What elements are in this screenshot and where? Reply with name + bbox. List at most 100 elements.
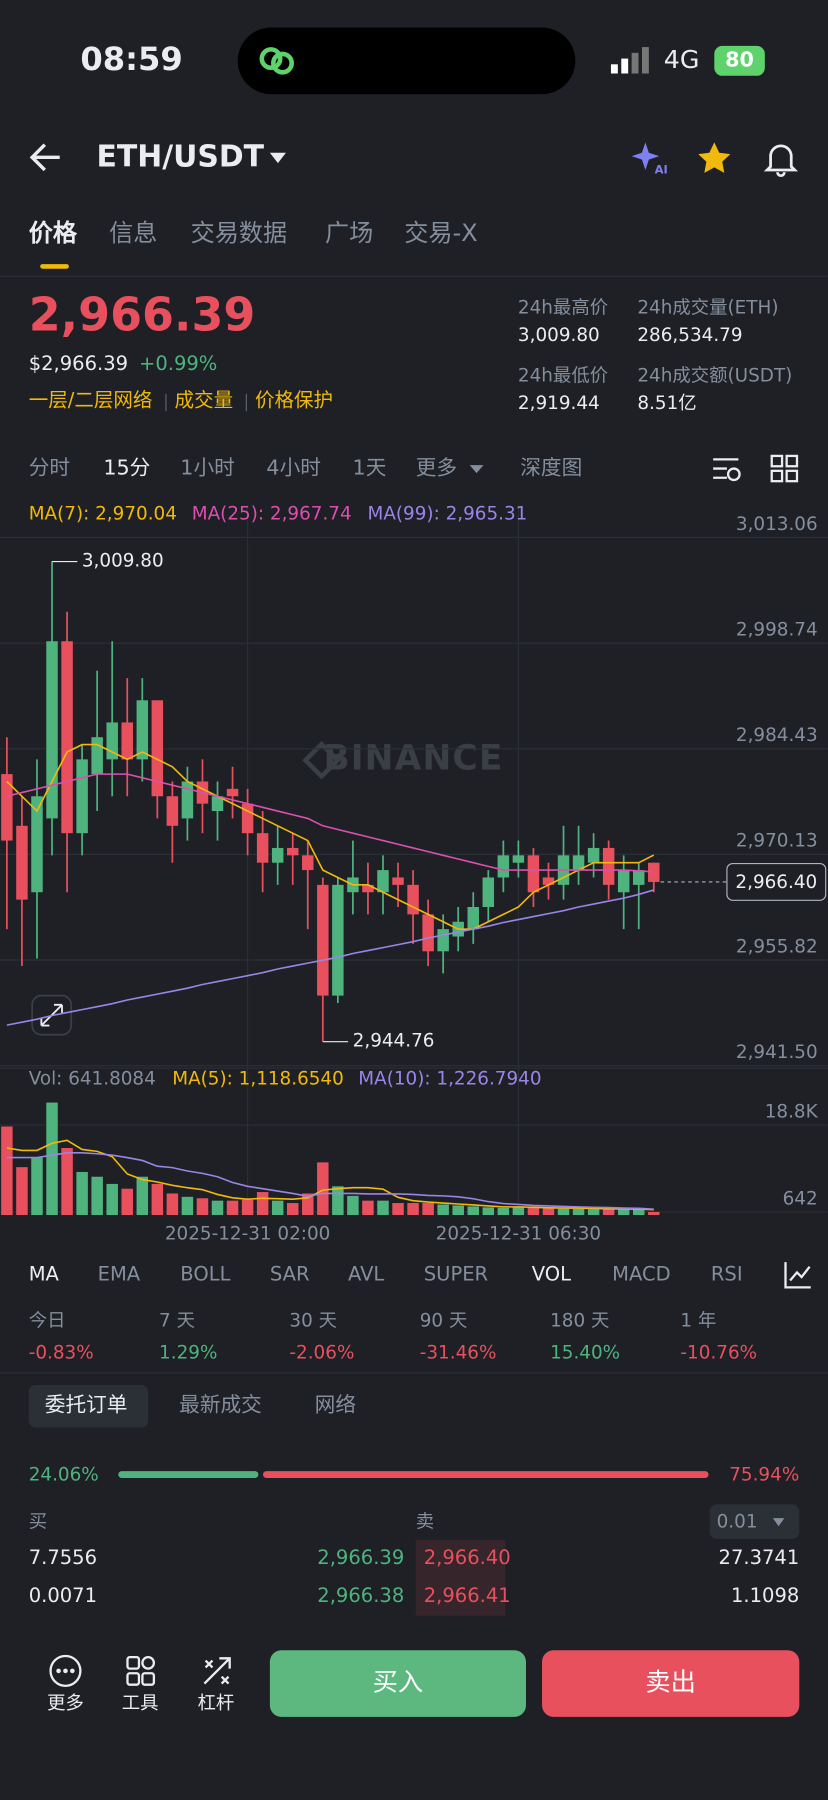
ask-depth [415,1540,506,1578]
volume-bar [91,1176,103,1216]
interval-caret [469,465,484,474]
volume-bar [151,1183,164,1216]
candle-body [106,722,118,760]
ma-legend: MA(25): 2,967.74 [192,503,352,524]
precision-select[interactable]: 0.01 [709,1504,800,1539]
stat-label: 24h最低价 [517,364,609,386]
ma-legend: MA(7): 2,970.04 [29,503,177,524]
expand-button[interactable] [31,994,73,1036]
interval[interactable]: 更多 [415,455,458,481]
vol-tick-label: 18.8K [765,1101,819,1122]
vol-legend: Vol: 641.8084 [29,1068,156,1089]
interval[interactable]: 4小时 [266,455,321,481]
candle-body [497,855,510,878]
candle-body [602,847,615,885]
candle-body [31,796,43,893]
back-button[interactable] [28,140,67,174]
ob-tab[interactable]: 网络 [314,1393,357,1418]
volume-bar [166,1193,179,1216]
perf-label: 180 天 [550,1309,610,1331]
candle-body [437,929,449,952]
indicator[interactable]: MACD [612,1263,671,1287]
volume-bar [181,1196,194,1216]
tag[interactable]: 成交量 [174,389,234,413]
tab[interactable]: 交易-X [404,219,478,247]
leverage-icon[interactable] [200,1654,234,1688]
volume-bar [16,1167,28,1216]
indicator[interactable]: VOL [531,1263,571,1287]
vol-ma-line [6,1151,654,1210]
sell-button[interactable]: 卖出 [542,1650,800,1717]
indicator[interactable]: MA [28,1263,59,1287]
candle-body [211,796,224,812]
ob-tab[interactable]: 委托订单 [44,1393,128,1418]
tag[interactable]: 价格保护 [254,389,334,413]
candle-body [377,870,389,893]
tab[interactable]: 价格 [28,219,77,247]
perf-value: -31.46% [419,1341,497,1364]
action-label[interactable]: 杠杆 [197,1691,235,1714]
buy-button[interactable]: 买入 [269,1650,526,1717]
tab[interactable]: 广场 [324,219,374,247]
candle-body [648,862,660,882]
candle-body [332,884,344,996]
ai-icon[interactable]: AI [629,140,668,177]
volume-bar [632,1208,645,1216]
chart: BINANCE 3,013.06 2,998.74 2,984.43 2,970.13 2… [0,503,828,1245]
interval[interactable]: 15分 [103,455,151,481]
candle-body [422,914,434,952]
ask-price: 2,966.40 [423,1546,511,1570]
ratio-bar [118,1471,258,1478]
action-label[interactable]: 工具 [121,1691,159,1714]
volume-bar [527,1207,540,1216]
volume-bar [332,1186,344,1216]
volume-bar [286,1203,299,1216]
interval[interactable]: 深度图 [520,455,583,481]
more-icon[interactable] [48,1654,82,1688]
candle-body [542,877,555,885]
volume-bar [136,1176,149,1216]
ratio-label: 75.94% [729,1463,800,1485]
indicator[interactable]: BOLL [180,1263,231,1287]
favorite-icon[interactable] [696,140,733,177]
candle-body [151,700,164,797]
ask-depth [415,1577,506,1616]
current-price-label: 2,966.40 [735,872,817,893]
indicator[interactable]: AVL [347,1263,385,1287]
ob-tab-bg [28,1384,149,1428]
interval[interactable]: 1小时 [180,455,235,481]
interval[interactable]: 分时 [28,455,71,481]
pair[interactable]: ETH/USDT [96,140,265,175]
indicator[interactable]: SAR [269,1263,310,1287]
settings-icon[interactable] [710,452,744,484]
network: 4G [663,45,700,75]
bell-icon[interactable] [763,140,800,177]
tab[interactable]: 信息 [109,219,158,247]
low-label: 2,944.76 [353,1031,435,1052]
volume-bar [512,1206,525,1216]
signal-icon [610,47,649,74]
indicator[interactable]: EMA [97,1263,141,1287]
volume-bar [557,1208,570,1216]
indicator-settings[interactable] [783,1260,813,1290]
volume-bar [61,1148,73,1216]
tab[interactable]: 交易数据 [190,219,288,247]
volume-bar [362,1200,374,1216]
layout-icon[interactable] [769,454,799,484]
indicator[interactable]: RSI [710,1263,743,1287]
tag[interactable]: 一层/二层网络 [28,389,153,413]
candle-body [392,877,404,885]
volume-bar [587,1209,600,1216]
volume-bar [211,1200,224,1216]
volume-bar [377,1200,389,1216]
interval[interactable]: 1天 [352,455,387,481]
perf-label: 30 天 [289,1309,338,1331]
ob-tab[interactable]: 最新成交 [179,1393,262,1418]
indicator[interactable]: SUPER [423,1263,489,1287]
volume-bar [437,1204,449,1216]
tools-icon[interactable] [124,1654,158,1688]
watermark-logo [302,740,341,780]
volume-bar [46,1102,58,1216]
action-label[interactable]: 更多 [47,1691,84,1714]
